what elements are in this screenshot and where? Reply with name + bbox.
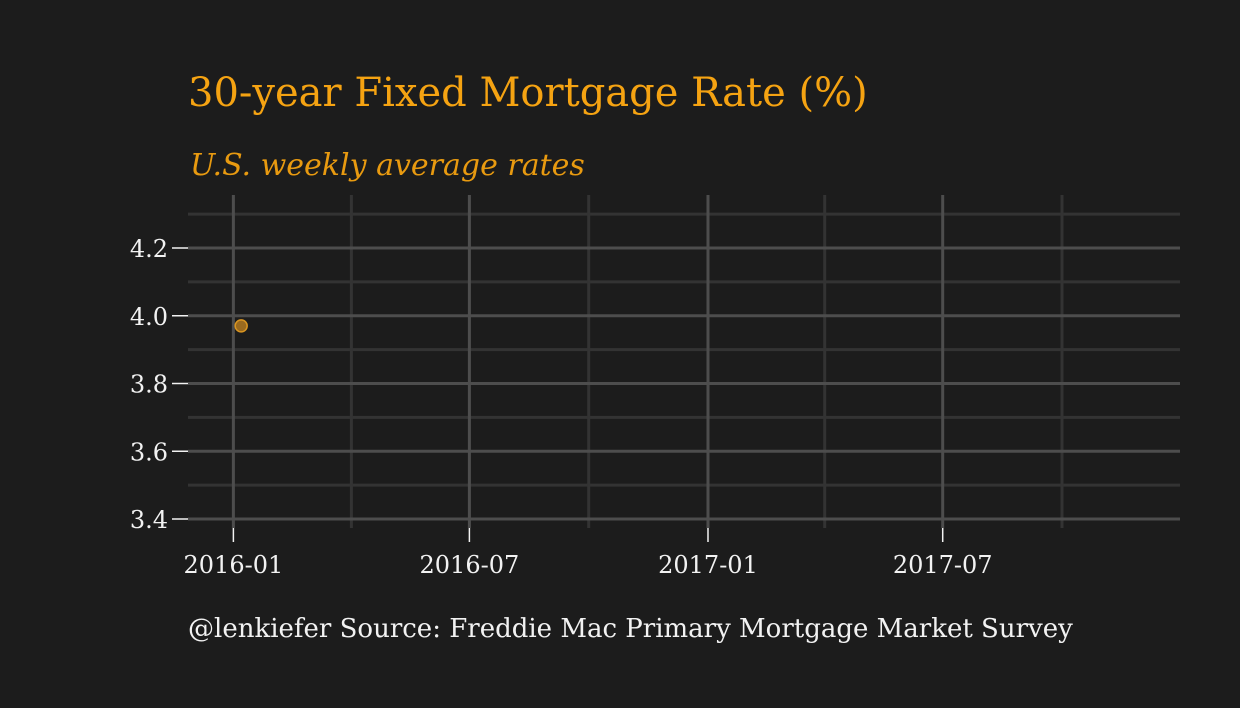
y-tick-label: 3.6	[130, 438, 168, 466]
data-marks	[234, 319, 248, 333]
y-tick-label: 4.0	[130, 303, 168, 331]
chart-title: 30-year Fixed Mortgage Rate (%)	[188, 70, 868, 116]
chart-subtitle: U.S. weekly average rates	[190, 148, 585, 183]
x-tick-label: 2016-07	[420, 551, 520, 579]
x-tick-label: 2017-01	[658, 551, 758, 579]
axis-ticks: 3.4 3.6 3.8 4.0 4.2 2016-01 2016-07 2017-01 2017…	[130, 235, 993, 579]
y-tick-label: 3.8	[130, 371, 168, 399]
y-tick-label: 3.4	[130, 506, 168, 534]
grid-major	[188, 195, 1180, 528]
data-point	[234, 319, 248, 333]
grid-minor	[188, 195, 1180, 528]
y-tick-label: 4.2	[130, 235, 168, 263]
chart-caption: @lenkiefer Source: Freddie Mac Primary M…	[188, 614, 1073, 644]
x-tick-label: 2016-01	[184, 551, 284, 579]
x-tick-label: 2017-07	[893, 551, 993, 579]
